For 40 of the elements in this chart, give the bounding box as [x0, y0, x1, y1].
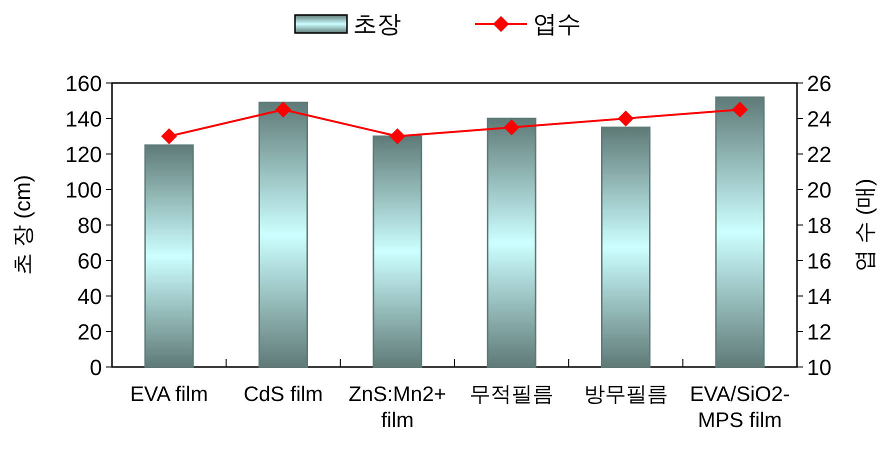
y2-tick-label: 24 [807, 106, 832, 132]
y2-tick-label: 14 [807, 284, 832, 309]
point [161, 128, 178, 144]
y-tick-label: 140 [65, 106, 102, 132]
y2-tick-label: 18 [807, 213, 832, 238]
y2-tick-label: 26 [807, 71, 832, 96]
point [618, 110, 634, 126]
x-tick-label: ZnS:Mn2+ film [348, 383, 446, 432]
bar [258, 102, 308, 368]
y-tick-label: 80 [78, 213, 102, 238]
legend-label: 초장 [353, 11, 401, 38]
bar [144, 144, 194, 368]
y-tick-label: 60 [78, 248, 102, 274]
y2-axis-title: 엽 수 (매) [852, 178, 877, 272]
x-tick-label: 무적필름 [470, 383, 554, 406]
x-tick-label: CdS film [244, 383, 323, 406]
y-tick-label: 100 [65, 178, 102, 202]
point [389, 128, 406, 144]
y2-tick-label: 22 [807, 142, 832, 167]
y-tick-label: 160 [65, 71, 102, 96]
x-tick-label: 방무필름 [584, 383, 668, 406]
x-tick-label: EVA/SiO2-MPS film [690, 383, 790, 432]
y-tick-label: 40 [78, 284, 102, 309]
y-tick-label: 120 [65, 142, 102, 167]
bar [372, 136, 422, 368]
y2-tick-label: 12 [807, 320, 832, 344]
point [732, 102, 748, 118]
point [275, 102, 292, 118]
y-tick-label: 0 [90, 355, 102, 380]
point [504, 119, 520, 136]
y2-tick-label: 16 [807, 248, 832, 274]
y-tick-label: 20 [78, 320, 102, 344]
x-tick-label: EVA film [130, 383, 208, 406]
bar [486, 118, 536, 368]
y-axis-title: 초 장 (cm) [10, 174, 35, 276]
bar [601, 126, 650, 368]
bar [715, 96, 765, 368]
legend-label: 엽수 [533, 11, 581, 38]
y2-tick-label: 20 [807, 178, 832, 202]
y2-tick-label: 10 [807, 355, 832, 380]
